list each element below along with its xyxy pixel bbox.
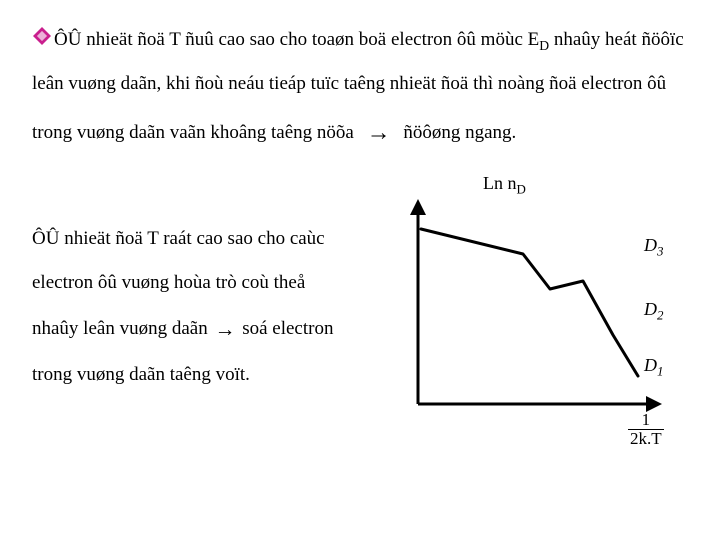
arrow-right-icon: → xyxy=(359,106,399,161)
xtick-denom: 2k.T xyxy=(628,430,664,448)
x-axis-tick-label: 1 2k.T xyxy=(628,411,664,448)
paragraph-2: ÔÛ nhieät ñoä T raát cao sao cho caùc el… xyxy=(32,217,350,396)
para1-text-c: ñöôøng ngang. xyxy=(403,122,516,143)
chart: Ln nD D3 D2 D1 1 2k.T xyxy=(358,169,688,429)
lower-region: ÔÛ nhieät ñoä T raát cao sao cho caùc el… xyxy=(32,169,688,429)
paragraph-1: ÔÛ nhieät ñoä T ñuû cao sao cho toaøn bo… xyxy=(32,18,688,161)
para1-sub: D xyxy=(539,38,549,53)
chart-title: Ln nD xyxy=(483,173,526,194)
para1-text-a: ÔÛ nhieät ñoä T ñuû cao sao cho toaøn bo… xyxy=(54,29,539,50)
arrow-right-icon: → xyxy=(212,305,237,353)
chart-title-sub: D xyxy=(517,182,526,197)
xtick-numer: 1 xyxy=(628,411,664,430)
diamond-bullet-icon xyxy=(32,19,52,63)
chart-svg xyxy=(358,169,688,429)
series-label-d3: D3 xyxy=(644,235,663,256)
chart-title-text: Ln n xyxy=(483,173,517,193)
series-label-d2: D2 xyxy=(644,299,663,320)
series-label-d1: D1 xyxy=(644,355,663,376)
